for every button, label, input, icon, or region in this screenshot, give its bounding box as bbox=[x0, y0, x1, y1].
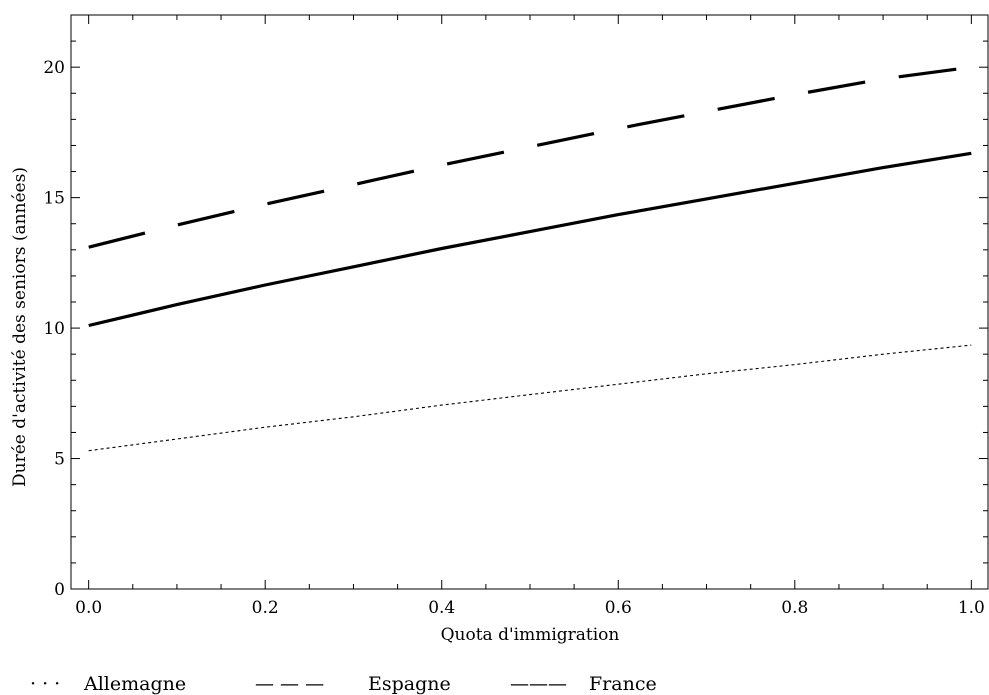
x-axis-title: Quota d'immigration bbox=[441, 625, 620, 645]
y-tick-label: 15 bbox=[43, 189, 65, 209]
x-tick-label: 0.0 bbox=[75, 598, 102, 618]
legend-symbol-france: ——— bbox=[510, 673, 567, 695]
x-tick-label: 0.4 bbox=[428, 598, 455, 618]
plot-frame bbox=[70, 14, 989, 590]
x-tick-label: 1.0 bbox=[958, 598, 985, 618]
legend-symbol-allemagne: · · · bbox=[30, 673, 60, 695]
legend-label-france: France bbox=[589, 673, 657, 695]
x-tick-label: 0.6 bbox=[605, 598, 632, 618]
series-line-espagne bbox=[88, 65, 972, 249]
y-tick-label: 10 bbox=[43, 319, 65, 339]
y-tick-label: 5 bbox=[54, 450, 65, 470]
series-line-allemagne bbox=[88, 344, 972, 452]
legend-symbol-espagne: — — — bbox=[255, 673, 324, 695]
legend: · · · Allemagne — — — Espagne ——— France bbox=[30, 673, 657, 695]
x-tick-label: 0.2 bbox=[252, 598, 279, 618]
legend-label-allemagne: Allemagne bbox=[83, 673, 186, 695]
y-tick-label: 20 bbox=[43, 58, 65, 78]
y-axis-title: Durée d'activité des seniors (années) bbox=[10, 167, 30, 487]
y-tick-label: 0 bbox=[54, 580, 65, 600]
legend-label-espagne: Espagne bbox=[368, 673, 451, 695]
series-line-france bbox=[88, 151, 972, 328]
x-tick-label: 0.8 bbox=[781, 598, 808, 618]
